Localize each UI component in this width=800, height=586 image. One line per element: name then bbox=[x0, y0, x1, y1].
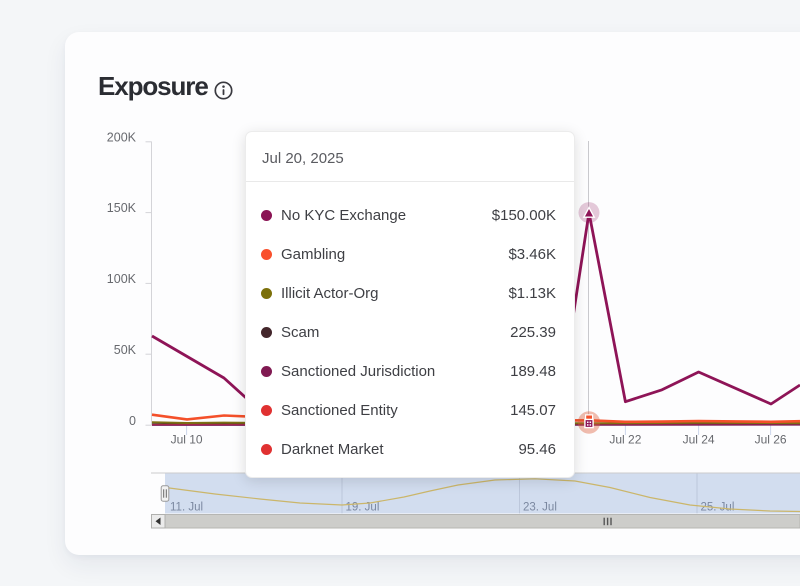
svg-text:Jul 22: Jul 22 bbox=[609, 433, 641, 447]
svg-text:50K: 50K bbox=[114, 343, 137, 357]
svg-text:200K: 200K bbox=[107, 130, 137, 144]
svg-text:100K: 100K bbox=[107, 272, 137, 286]
svg-text:150K: 150K bbox=[107, 201, 137, 215]
svg-text:23. Jul: 23. Jul bbox=[523, 502, 557, 514]
svg-text:Jul 26: Jul 26 bbox=[755, 433, 787, 447]
svg-text:Jul 24: Jul 24 bbox=[683, 433, 715, 447]
svg-text:11. Jul: 11. Jul bbox=[170, 502, 203, 514]
svg-text:0: 0 bbox=[129, 414, 136, 428]
svg-text:Jul 10: Jul 10 bbox=[171, 433, 203, 447]
